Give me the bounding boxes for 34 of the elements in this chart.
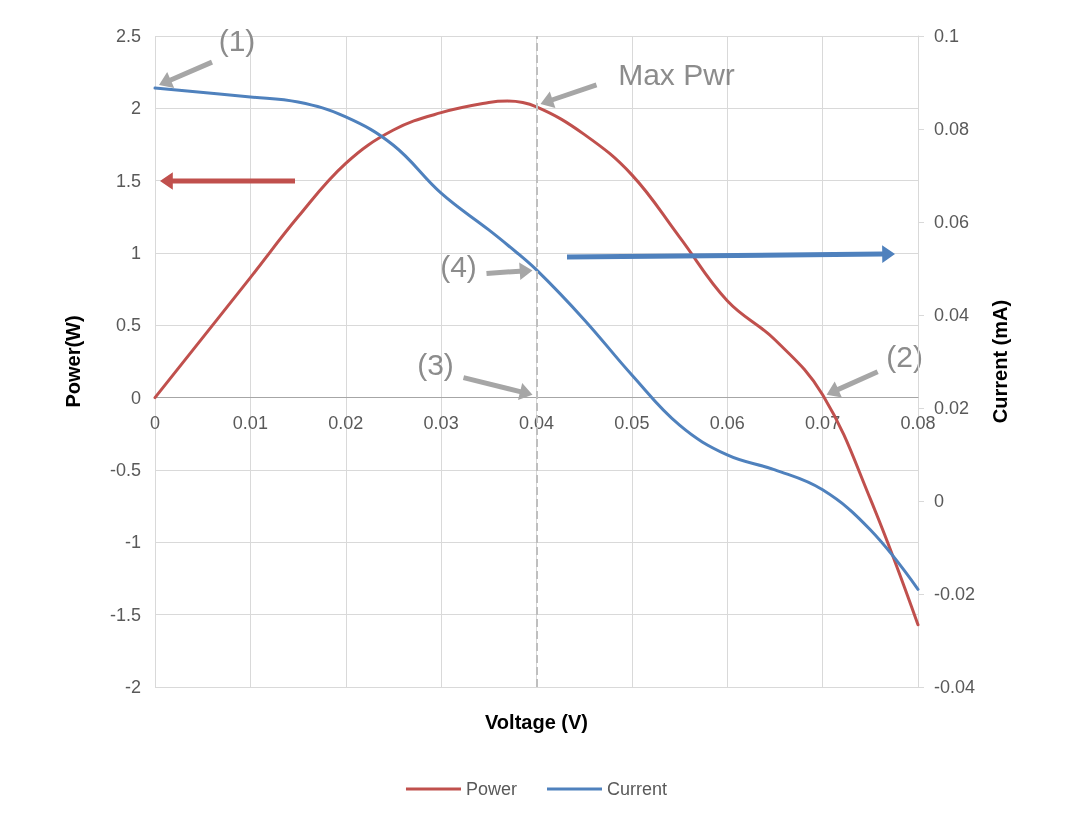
annotation: (4) bbox=[440, 249, 477, 283]
y2-tick-label: -0.02 bbox=[934, 584, 976, 604]
y-tick-label: 0 bbox=[130, 387, 141, 408]
legend-label: Current bbox=[607, 779, 668, 799]
annotation: (1) bbox=[218, 23, 256, 57]
x-tick-label: 0 bbox=[149, 412, 161, 433]
y-tick-label: -2 bbox=[124, 677, 141, 697]
y-tick-label: 1 bbox=[130, 243, 141, 263]
annotation: (3) bbox=[417, 348, 454, 382]
x-tick-label: 0.01 bbox=[232, 412, 268, 433]
y-tick-label: -1 bbox=[124, 532, 141, 553]
annotation: Max Pwr bbox=[618, 58, 735, 92]
x-tick-label: 0.02 bbox=[328, 412, 364, 433]
y2-tick-label: 0.04 bbox=[934, 305, 970, 325]
y-tick-label: 2 bbox=[130, 98, 141, 119]
y-tick-label: 0.5 bbox=[115, 315, 141, 336]
y2-tick-label: 0.08 bbox=[934, 119, 970, 139]
y-tick-label: -1.5 bbox=[109, 604, 141, 625]
y2-axis-title: Current (mA) bbox=[989, 299, 1011, 424]
y2-tick-label: 0.1 bbox=[934, 26, 960, 46]
x-axis-title: Voltage (V) bbox=[485, 711, 588, 733]
y2-tick-label: -0.04 bbox=[934, 677, 976, 697]
y2-tick-label: 0.06 bbox=[934, 212, 970, 232]
x-tick-label: 0.08 bbox=[900, 412, 936, 433]
y-tick-label: 1.5 bbox=[115, 170, 141, 191]
y-axis-title: Power(W) bbox=[62, 315, 84, 408]
y-tick-label: -0.5 bbox=[109, 460, 141, 480]
legend-label: Power bbox=[465, 779, 518, 799]
y2-tick-label: 0.02 bbox=[934, 398, 970, 418]
y2-tick-label: 0 bbox=[934, 491, 945, 511]
x-tick-label: 0.05 bbox=[614, 412, 650, 433]
x-tick-label: 0.06 bbox=[709, 412, 745, 433]
y-tick-label: 2.5 bbox=[115, 26, 141, 46]
x-tick-label: 0.03 bbox=[423, 412, 459, 433]
